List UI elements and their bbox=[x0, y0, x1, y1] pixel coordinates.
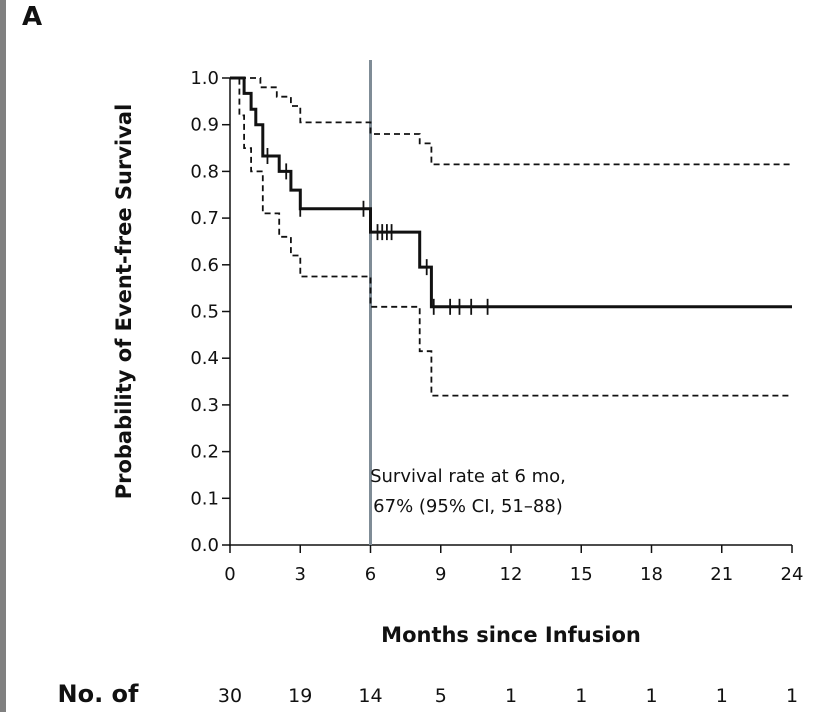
x-tick-label: 6 bbox=[365, 564, 376, 585]
risk-table-value: 14 bbox=[358, 685, 382, 707]
series-layer bbox=[230, 76, 792, 397]
x-axis-label: Months since Infusion bbox=[381, 623, 641, 647]
ci-line bbox=[230, 77, 792, 166]
risk-table-label: No. of bbox=[58, 680, 140, 708]
y-tick-label: 0.7 bbox=[190, 208, 219, 229]
y-axis: 0.0 0.1 0.2 0.3 0.4 0.5 0.6 0.7 0.8 0.9 1.0 bbox=[190, 68, 231, 556]
annotation-line: Survival rate at 6 mo, bbox=[370, 466, 566, 487]
x-tick-label: 18 bbox=[640, 564, 663, 585]
panel-label: A bbox=[22, 2, 43, 32]
risk-table: No. of 30 19 14 5 1 1 1 1 1 bbox=[58, 680, 799, 708]
x-tick-label: 9 bbox=[435, 564, 446, 585]
y-tick-label: 0.1 bbox=[190, 488, 219, 509]
risk-table-value: 1 bbox=[505, 685, 517, 707]
x-axis: 0 3 6 9 12 15 18 21 24 bbox=[224, 544, 804, 585]
censor-marks bbox=[266, 147, 489, 315]
risk-table-value: 1 bbox=[645, 685, 657, 707]
y-tick-label: 0.4 bbox=[190, 348, 219, 369]
risk-table-value: 30 bbox=[218, 685, 242, 707]
risk-table-value: 5 bbox=[435, 685, 447, 707]
annotation: Survival rate at 6 mo, 67% (95% CI, 51–88… bbox=[370, 466, 566, 517]
ci-line bbox=[230, 77, 792, 397]
axis-labels: Months since Infusion Probability of Even… bbox=[112, 104, 641, 647]
y-tick-label: 0.0 bbox=[190, 535, 219, 556]
x-tick-label: 21 bbox=[710, 564, 733, 585]
annotation-line: 67% (95% CI, 51–88) bbox=[373, 496, 563, 517]
y-tick-label: 0.8 bbox=[190, 161, 219, 182]
x-tick-label: 15 bbox=[570, 564, 593, 585]
y-tick-label: 0.3 bbox=[190, 395, 219, 416]
y-tick-label: 0.9 bbox=[190, 115, 219, 136]
left-border bbox=[0, 0, 6, 712]
y-axis-label: Probability of Event-free Survival bbox=[112, 104, 136, 500]
risk-table-value: 1 bbox=[575, 685, 587, 707]
y-tick-label: 0.2 bbox=[190, 442, 219, 463]
x-tick-label: 3 bbox=[295, 564, 306, 585]
y-tick-label: 0.6 bbox=[190, 255, 219, 276]
y-tick-label: 0.5 bbox=[190, 302, 219, 323]
x-tick-label: 24 bbox=[781, 564, 804, 585]
survival-line bbox=[230, 76, 792, 309]
y-tick-label: 1.0 bbox=[190, 68, 219, 89]
risk-table-value: 1 bbox=[786, 685, 798, 707]
x-tick-label: 0 bbox=[224, 564, 235, 585]
x-tick-label: 12 bbox=[500, 564, 523, 585]
risk-table-value: 1 bbox=[716, 685, 728, 707]
risk-table-value: 19 bbox=[288, 685, 312, 707]
